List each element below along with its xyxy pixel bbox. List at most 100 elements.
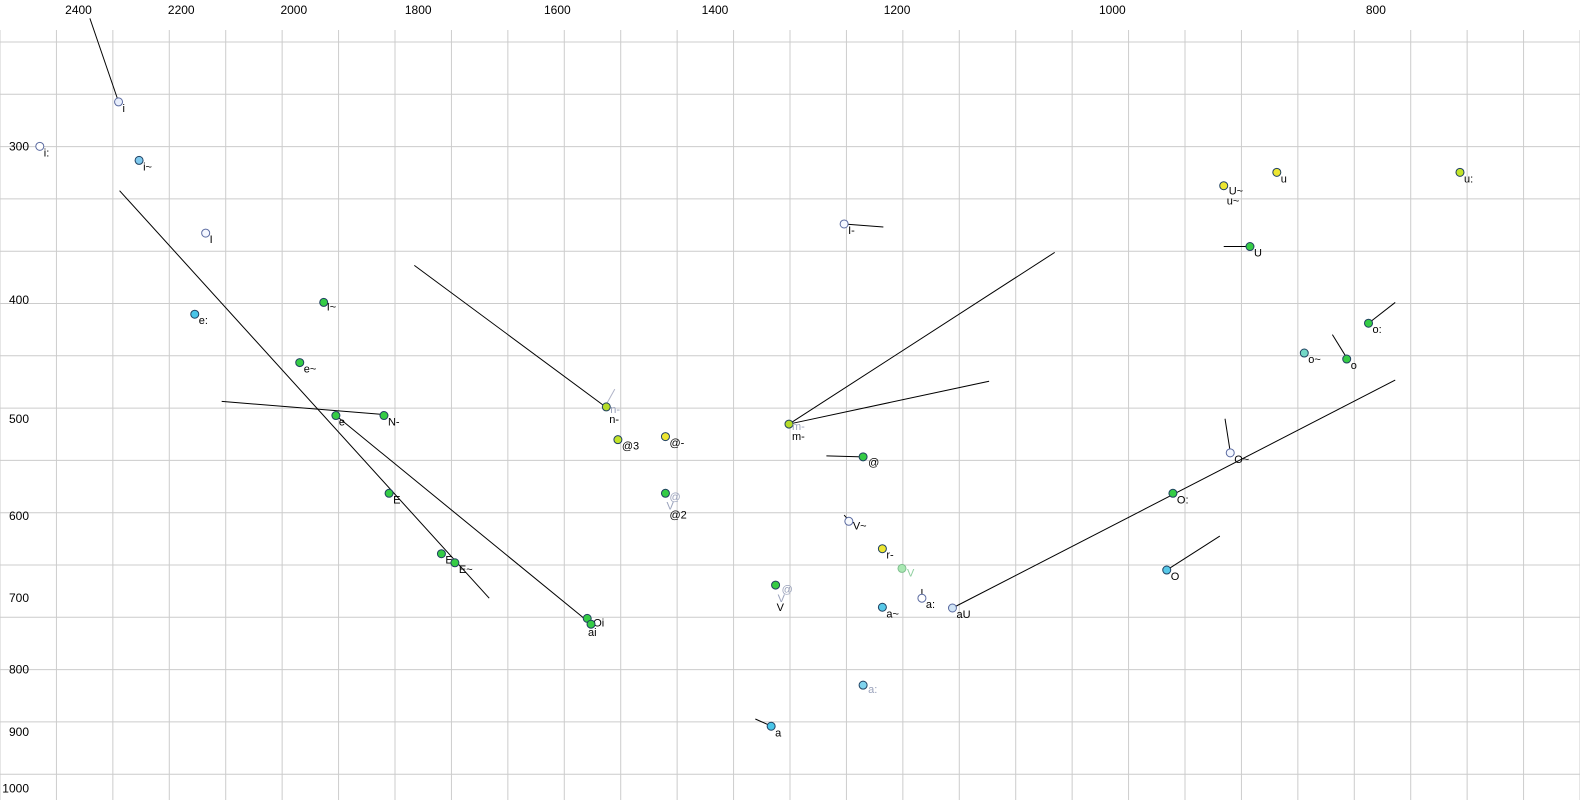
y-axis-tick-label: 400 xyxy=(9,293,29,307)
vowel-point-U[interactable] xyxy=(1245,242,1255,252)
vowel-label-V~: V~ xyxy=(853,520,867,532)
vowel-point-a[interactable] xyxy=(766,721,776,731)
vowel-label-N-: N- xyxy=(388,417,400,429)
y-axis-tick-label: 1000 xyxy=(2,781,29,795)
vowel-point-i[interactable] xyxy=(114,97,124,107)
y-axis-tick-label: 900 xyxy=(9,725,29,739)
vowel-label-i: i xyxy=(123,103,125,115)
vowel-label-@: @ xyxy=(782,584,793,596)
vowel-point-O[interactable] xyxy=(1162,565,1172,575)
trajectory-line xyxy=(221,400,385,415)
vowel-label-@2: @2 xyxy=(669,509,686,521)
vowel-label-n-: n- xyxy=(610,404,620,416)
trajectory-line xyxy=(335,415,590,624)
vowel-point-o[interactable] xyxy=(1342,354,1352,364)
vowel-label-E: E xyxy=(445,555,452,567)
x-axis-tick-label: 800 xyxy=(1366,3,1386,17)
vowel-label-u:: u: xyxy=(1464,173,1473,185)
trajectory-line xyxy=(788,380,990,425)
vowel-point-E~[interactable] xyxy=(450,558,460,568)
vowel-label-u: u xyxy=(1281,173,1287,185)
y-axis-tick-label: 500 xyxy=(9,412,29,426)
vowel-point-E[interactable] xyxy=(384,488,394,498)
x-axis-tick-label: 2000 xyxy=(280,3,307,17)
vowel-point-I[interactable] xyxy=(201,228,211,238)
vowel-point-ai[interactable] xyxy=(586,619,596,629)
vowel-point-o~[interactable] xyxy=(1299,348,1309,358)
vowel-label-@3: @3 xyxy=(622,441,639,453)
trajectory-line xyxy=(1368,302,1396,324)
vowel-point-u[interactable] xyxy=(1272,167,1282,177)
trajectory-line xyxy=(1331,334,1348,359)
vowel-label-a~: a~ xyxy=(886,608,899,620)
vowel-label-E: E xyxy=(393,494,400,506)
y-axis-tick-label: 700 xyxy=(9,591,29,605)
y-axis-tick-label: 800 xyxy=(9,662,29,676)
vowel-label-V: V xyxy=(777,602,785,614)
vowel-point-e[interactable] xyxy=(331,411,341,421)
vowel-label-E~: E~ xyxy=(459,564,473,576)
vowel-label-I: I xyxy=(210,234,213,246)
vowel-label-O~: O~ xyxy=(1234,454,1249,466)
vowel-point-V[interactable] xyxy=(771,580,781,590)
vowel-point-r-[interactable] xyxy=(877,544,887,554)
vowel-point-a~[interactable] xyxy=(877,602,887,612)
vowel-label-a:: a: xyxy=(926,599,935,611)
vowel-label-O:: O: xyxy=(1177,494,1189,506)
vowel-label-I~: I~ xyxy=(327,301,336,313)
x-axis-tick-label: 2400 xyxy=(65,3,92,17)
vowel-label-ai: ai xyxy=(588,627,597,639)
vowel-label-u~: u~ xyxy=(1227,196,1240,208)
x-axis-tick-label: 1200 xyxy=(884,3,911,17)
vowel-point-o:[interactable] xyxy=(1364,318,1374,328)
vowel-point-V[interactable] xyxy=(897,563,907,573)
trajectory-line xyxy=(414,264,606,408)
vowel-point-e~[interactable] xyxy=(295,358,305,368)
vowel-point-n-[interactable] xyxy=(601,402,611,412)
trajectory-line xyxy=(1224,418,1231,452)
vowel-point-@[interactable] xyxy=(858,452,868,462)
vowel-point-@2[interactable] xyxy=(660,488,670,498)
vowel-point-U~[interactable] xyxy=(1219,181,1229,191)
vowel-point-O:[interactable] xyxy=(1168,488,1178,498)
x-axis-tick-label: 2200 xyxy=(168,3,195,17)
vowel-point-I-[interactable] xyxy=(839,219,849,229)
trajectory-line xyxy=(788,251,1056,425)
vowel-point-m-[interactable] xyxy=(784,419,794,429)
vowel-point-a:[interactable] xyxy=(858,680,868,690)
vowel-label-o: o xyxy=(1351,360,1357,372)
vowel-label-V: V xyxy=(666,500,674,512)
vowel-point-N-[interactable] xyxy=(379,411,389,421)
vowel-label-U~: U~ xyxy=(1229,186,1243,198)
y-axis-tick-label: 600 xyxy=(9,509,29,523)
vowel-label-e~: e~ xyxy=(304,364,317,376)
vowel-label-m-: m- xyxy=(792,421,805,433)
vowel-label-e:: e: xyxy=(199,315,208,327)
trajectory-line xyxy=(1166,535,1221,571)
vowel-point-a:[interactable] xyxy=(917,593,927,603)
vowel-label-U: U xyxy=(1254,248,1262,260)
vowel-label-a:: a: xyxy=(868,684,877,696)
vowel-point-@3[interactable] xyxy=(613,435,623,445)
vowel-point-u:[interactable] xyxy=(1455,167,1465,177)
vowel-point-i:[interactable] xyxy=(35,141,45,151)
vowel-point-aU[interactable] xyxy=(947,603,957,613)
vowel-label-aU: aU xyxy=(956,609,970,621)
x-axis-tick-label: 1000 xyxy=(1099,3,1126,17)
vowel-point-O~[interactable] xyxy=(1225,448,1235,458)
vowel-point-@-[interactable] xyxy=(660,432,670,442)
trajectory-line xyxy=(89,18,120,103)
vowel-point-I~[interactable] xyxy=(319,297,329,307)
vowel-label-n-: n- xyxy=(609,414,619,426)
vowel-label-V: V xyxy=(778,593,786,605)
vowel-label-Oi: Oi xyxy=(593,617,604,629)
vowel-point-E[interactable] xyxy=(436,549,446,559)
vowel-point-V~[interactable] xyxy=(844,516,854,526)
vowel-label-o:: o: xyxy=(1373,324,1382,336)
vowel-label-V: V xyxy=(907,567,915,579)
vowel-point-e:[interactable] xyxy=(190,309,200,319)
vowel-point-i~[interactable] xyxy=(134,155,144,165)
vowel-label-m-: m- xyxy=(792,431,805,443)
